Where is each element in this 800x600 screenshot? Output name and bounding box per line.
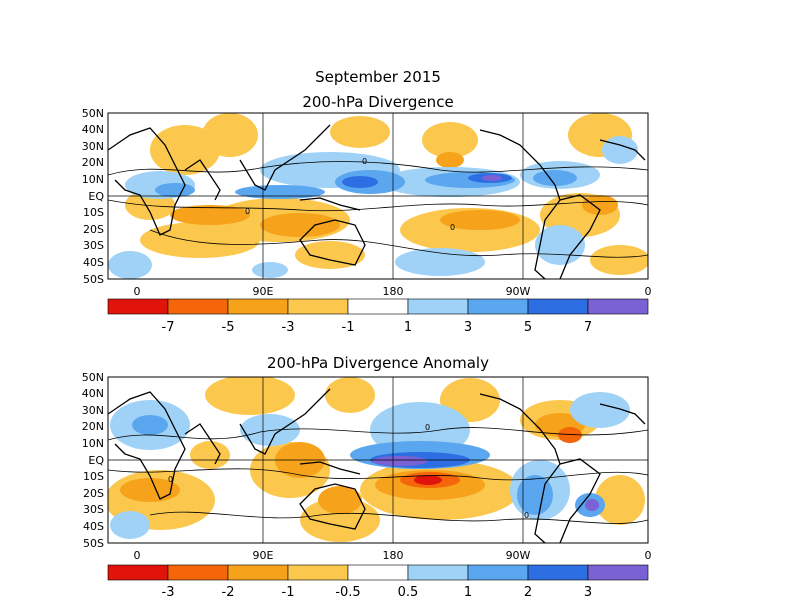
colorbar-swatch (347, 298, 409, 315)
colorbar-label: -2 (222, 585, 235, 600)
panel1-lat-label: 10N (82, 173, 104, 186)
panel1-lat-label: 30N (82, 140, 104, 153)
colorbar-swatch (347, 564, 409, 581)
panel2-lat-label: 40S (83, 520, 104, 533)
colorbar-swatch (107, 564, 169, 581)
panel2-lon-label: 90W (506, 549, 531, 562)
colorbar-label: -7 (162, 320, 175, 335)
colorbar-swatch (167, 564, 229, 581)
panel1-gridlines (108, 113, 648, 279)
panel2-lat-label: 20S (83, 487, 104, 500)
panel2-lat-label: 10S (83, 470, 104, 483)
panel1-lat-label: 50N (82, 107, 104, 120)
panel1-lon-label: 90W (506, 285, 531, 298)
panel2-lat-label: 30N (82, 404, 104, 417)
panel1-contour-label: 0 (362, 157, 367, 166)
panel1-map: 0 0 0 (107, 112, 649, 280)
colorbar-swatch (287, 298, 349, 315)
colorbar-label: -0.5 (335, 585, 360, 600)
panel1-colorbar: -7 -5 -3 -1 1 3 5 7 (107, 298, 649, 335)
colorbar-label: -3 (162, 585, 175, 600)
panel2-map: 0 0 0 (107, 376, 649, 544)
colorbar-label: 5 (524, 320, 532, 335)
panel2-lat-label: 50S (83, 537, 104, 550)
panel2-lon-label: 0 (645, 549, 652, 562)
panel1-lon-label: 0 (134, 285, 141, 298)
panel2-lat-label: 50N (82, 371, 104, 384)
colorbar-swatch (167, 298, 229, 315)
colorbar-label: 3 (584, 585, 592, 600)
panel2-colorbar: -3 -2 -1 -0.5 0.5 1 2 3 (107, 564, 649, 600)
panel1-lat-label: 40S (83, 256, 104, 269)
panel1-shading (108, 113, 648, 279)
panel2-contour-label: 0 (168, 475, 173, 484)
colorbar-label: 1 (404, 320, 412, 335)
panel2-subtitle: 200-hPa Divergence Anomaly (267, 354, 489, 372)
panel1-lat-label: 10S (83, 206, 104, 219)
panel2-contour-label: 0 (524, 511, 529, 520)
colorbar-label: 3 (464, 320, 472, 335)
panel1-lat-label: 20S (83, 223, 104, 236)
panel2-contour-label: 0 (425, 423, 430, 432)
colorbar-label: -1 (282, 585, 295, 600)
colorbar-swatch (467, 298, 529, 315)
panel2-shading (108, 377, 648, 543)
panel2-lat-label: 40N (82, 387, 104, 400)
panel1-lon-label: 90E (253, 285, 274, 298)
colorbar-label: 1 (464, 585, 472, 600)
panel2-lon-label: 90E (253, 549, 274, 562)
colorbar-label: -5 (222, 320, 235, 335)
colorbar-label: 2 (524, 585, 532, 600)
panel2-lat-label: EQ (88, 454, 104, 467)
figure-title: September 2015 (315, 68, 441, 86)
panel2-lon-labels: 0 90E 180 90W 0 (134, 549, 652, 562)
colorbar-label: -3 (282, 320, 295, 335)
panel2-lat-label: 10N (82, 437, 104, 450)
panel1-lat-label: 30S (83, 239, 104, 252)
panel1-lat-labels: 50N 40N 30N 20N 10N EQ 10S 20S 30S 40S 5… (82, 107, 105, 286)
panel1-subtitle: 200-hPa Divergence (302, 93, 453, 111)
panel2-gridlines (108, 377, 648, 543)
panel1-lon-labels: 0 90E 180 90W 0 (134, 285, 652, 298)
panel2-lat-label: 30S (83, 503, 104, 516)
colorbar-swatch (287, 564, 349, 581)
panel2-lat-labels: 50N 40N 30N 20N 10N EQ 10S 20S 30S 40S 5… (82, 371, 105, 550)
panel2-lon-label: 180 (383, 549, 404, 562)
colorbar-swatch (527, 564, 589, 581)
colorbar-swatch (407, 298, 469, 315)
panel1-contour-label: 0 (245, 207, 250, 216)
colorbar-label: 7 (584, 320, 592, 335)
panel1-lon-label: 180 (383, 285, 404, 298)
colorbar-swatch (587, 564, 649, 581)
panel1-lat-label: 20N (82, 156, 104, 169)
colorbar-swatch (527, 298, 589, 315)
panel2-lat-label: 20N (82, 420, 104, 433)
panel1-lat-label: 50S (83, 273, 104, 286)
colorbar-swatch (407, 564, 469, 581)
colorbar-swatch (227, 298, 289, 315)
colorbar-swatch (467, 564, 529, 581)
panel1-lon-label: 0 (645, 285, 652, 298)
colorbar-label: 0.5 (398, 585, 419, 600)
colorbar-swatch (587, 298, 649, 315)
panel2-lon-label: 0 (134, 549, 141, 562)
colorbar-label: -1 (342, 320, 355, 335)
panel1-lat-label: EQ (88, 190, 104, 203)
colorbar-swatch (227, 564, 289, 581)
panel1-contour-label: 0 (450, 223, 455, 232)
colorbar-swatch (107, 298, 169, 315)
panel1-lat-label: 40N (82, 123, 104, 136)
